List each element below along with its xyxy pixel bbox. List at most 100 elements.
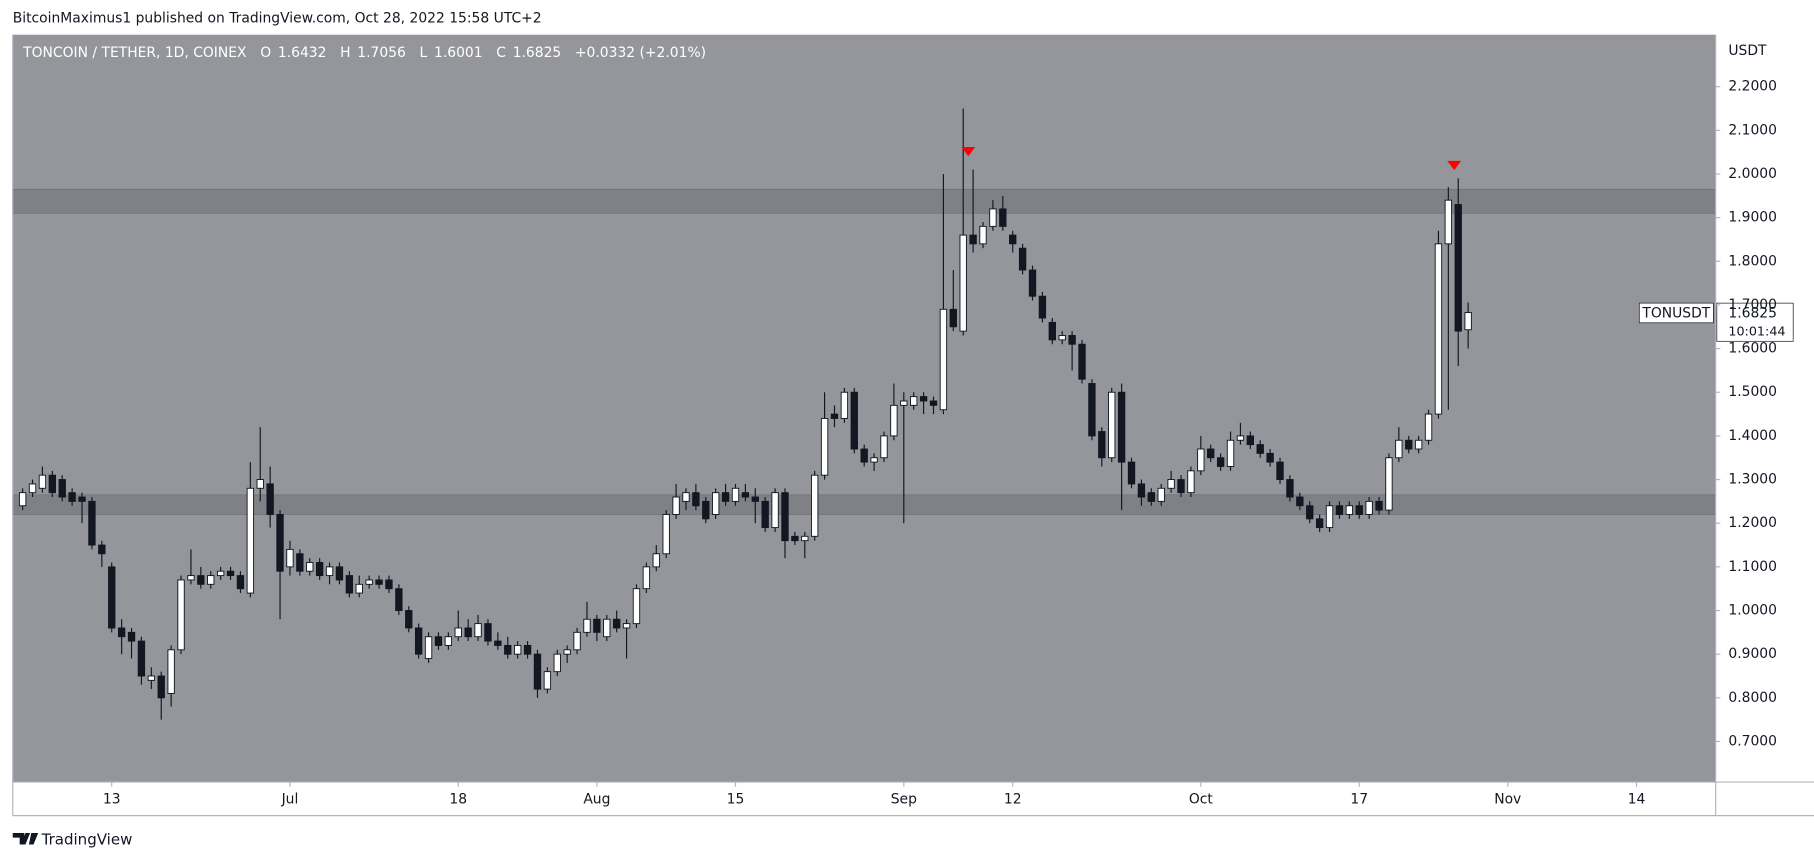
legend-value: 1.6001	[434, 45, 483, 61]
candle-body-up	[979, 225, 987, 245]
footer-logo: TradingView	[12, 830, 132, 848]
candle-body-up	[1365, 500, 1373, 515]
candle-body-up	[28, 483, 37, 494]
candle-body-down	[1306, 505, 1314, 520]
candle-body-up	[712, 492, 720, 515]
candle-body-up	[682, 492, 690, 502]
candle-body-down	[999, 208, 1007, 227]
candle-body-down	[1147, 492, 1155, 502]
candle-body-down	[1375, 500, 1383, 511]
candle-body-down	[721, 492, 730, 502]
candle-body-down	[1207, 448, 1215, 459]
candle-body-up	[1167, 479, 1175, 489]
legend-value: 1.6432	[278, 45, 327, 61]
candle-body-down	[741, 492, 750, 498]
candle-body-down	[315, 562, 324, 577]
candle-body-up	[1464, 312, 1472, 331]
x-tick-label: 18	[449, 791, 467, 807]
candle-body-down	[761, 500, 769, 529]
candle-body-up	[880, 435, 888, 459]
x-tick-label: 12	[1004, 791, 1022, 807]
candle-body-down	[58, 479, 66, 498]
candle-body-up	[355, 583, 363, 594]
top-marker	[1447, 160, 1462, 171]
candle-body-down	[830, 413, 839, 419]
candle-body-up	[563, 649, 571, 655]
candle-body-down	[593, 618, 601, 633]
candle-body-up	[1424, 413, 1433, 441]
candle-body-up	[1236, 435, 1245, 441]
y-tick-label: 1.7000	[1728, 297, 1777, 313]
candle-body-up	[1385, 457, 1393, 511]
candle-body-down	[1048, 321, 1056, 341]
logo-icon	[12, 832, 39, 845]
candles	[18, 108, 1472, 720]
x-tick-label: 15	[727, 791, 745, 807]
top-marker	[961, 146, 976, 157]
y-tick-label: 2.1000	[1728, 122, 1777, 138]
candle-body-down	[1068, 335, 1076, 345]
candle-body-up	[256, 479, 264, 489]
candle-body-down	[1216, 457, 1225, 467]
candle-body-up	[1444, 199, 1453, 245]
candle-body-down	[236, 575, 245, 590]
candle-body-up	[246, 487, 255, 594]
candle-body-up	[632, 588, 641, 625]
candle-body-down	[296, 553, 304, 572]
legend-value: 1.6825	[513, 45, 562, 61]
symbol-box	[1638, 302, 1714, 324]
candle-body-down	[1177, 479, 1185, 494]
candle-body-up	[662, 514, 670, 555]
candle-body-down	[791, 535, 799, 542]
candle-body-up	[959, 234, 967, 332]
x-tick-label: Oct	[1189, 791, 1214, 807]
candle-body-up	[642, 566, 651, 590]
candle-body-up	[652, 553, 660, 568]
candle-body-up	[187, 575, 195, 581]
candle-body-up	[840, 391, 849, 419]
candle-body-up	[454, 627, 462, 638]
candle-body-up	[1226, 439, 1235, 467]
candle-body-up	[801, 535, 809, 542]
x-tick-label: Aug	[583, 791, 610, 807]
candle-body-down	[127, 631, 136, 642]
candle-body-down	[612, 618, 621, 629]
candle-body-up	[989, 208, 997, 227]
y-tick-label: 1.4000	[1728, 428, 1777, 444]
candle-body-up	[216, 570, 225, 577]
y-tick-label: 1.9000	[1728, 210, 1777, 226]
candle-body-down	[395, 588, 403, 611]
candle-body-up	[286, 548, 294, 568]
candle-body-up	[1345, 505, 1354, 515]
candle-body-up	[167, 649, 175, 694]
candle-body-down	[345, 575, 354, 594]
candle-body-up	[820, 417, 829, 476]
candle-body-down	[1454, 204, 1462, 332]
candle-body-down	[1266, 452, 1274, 463]
candle-body-up	[365, 579, 373, 585]
symbol-label: TONUSDT	[1641, 306, 1710, 322]
y-tick-label: 2.0000	[1728, 166, 1777, 182]
candle-body-down	[1246, 435, 1255, 446]
candle-body-up	[890, 404, 898, 437]
candle-body-down	[1405, 439, 1413, 450]
y-axis-label: USDT	[1728, 43, 1767, 59]
candle-body-up	[147, 675, 156, 681]
y-tick-label: 1.2000	[1728, 515, 1777, 531]
candle-body-up	[543, 671, 552, 690]
y-tick-label: 1.0000	[1728, 603, 1777, 619]
legend-title: TONCOIN / TETHER, 1D, COINEX	[22, 45, 247, 61]
candle-body-up	[583, 618, 591, 633]
candle-body-down	[949, 308, 957, 328]
candle-body-up	[553, 653, 561, 673]
candle-body-down	[1088, 383, 1096, 437]
candle-body-up	[474, 623, 482, 638]
y-tick-label: 0.7000	[1728, 733, 1777, 749]
candle-body-up	[771, 492, 779, 529]
candle-body-up	[38, 474, 47, 489]
candle-body-down	[48, 474, 57, 494]
publisher-line: BitcoinMaximus1 published on TradingView…	[13, 11, 542, 27]
candle-body-down	[108, 566, 116, 629]
candle-body-down	[1286, 479, 1294, 498]
y-tick-label: 1.3000	[1728, 472, 1777, 488]
